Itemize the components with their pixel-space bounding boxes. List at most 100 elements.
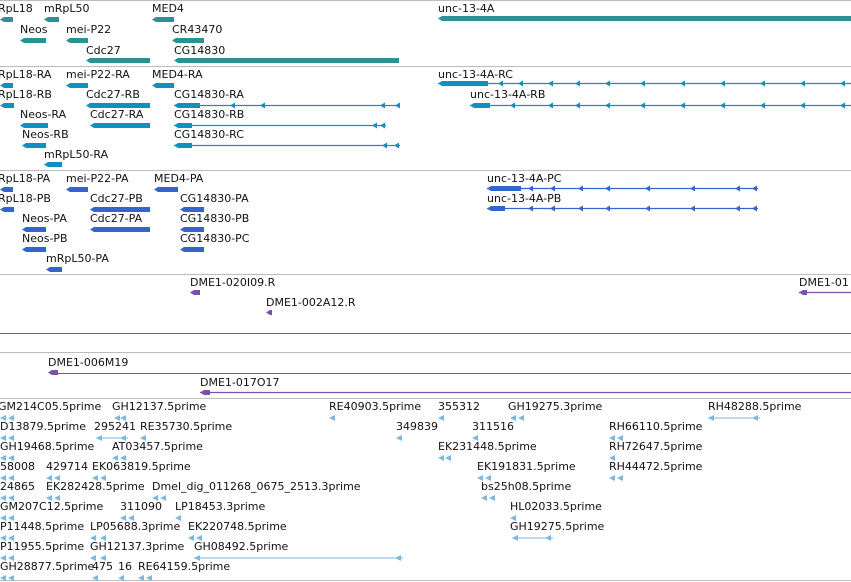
clone-feature[interactable]: [197, 388, 851, 397]
est-label[interactable]: GH28877.5prime: [0, 560, 95, 573]
gene-label[interactable]: CG14830: [174, 44, 226, 57]
transcript-label[interactable]: RpL18-RA: [0, 68, 52, 81]
protein-feature[interactable]: [63, 185, 91, 194]
gene-feature[interactable]: [435, 14, 851, 23]
est-label[interactable]: HL02033.5prime: [510, 500, 602, 513]
gene-feature[interactable]: [17, 36, 49, 45]
transcript-label[interactable]: MED4-RA: [152, 68, 203, 81]
est-feature[interactable]: [508, 514, 524, 522]
est-feature[interactable]: [436, 414, 452, 422]
transcript-feature[interactable]: [19, 141, 49, 150]
protein-label[interactable]: RpL18-PB: [0, 192, 51, 205]
est-label[interactable]: D13879.5prime: [0, 420, 87, 433]
est-label[interactable]: 429714: [46, 460, 88, 473]
protein-feature[interactable]: [19, 245, 49, 254]
protein-label[interactable]: Neos-PA: [22, 212, 67, 225]
est-feature[interactable]: [90, 574, 106, 582]
est-feature[interactable]: [192, 554, 409, 562]
est-label[interactable]: GH12137.3prime: [90, 540, 185, 553]
est-feature[interactable]: [0, 474, 22, 482]
transcript-label[interactable]: RpL18-RB: [0, 88, 52, 101]
est-label[interactable]: 16: [118, 560, 132, 573]
transcript-feature[interactable]: [0, 101, 17, 110]
est-feature[interactable]: [138, 434, 154, 442]
gene-feature[interactable]: [83, 56, 153, 65]
protein-label[interactable]: mRpL50-PA: [46, 252, 109, 265]
transcript-label[interactable]: unc-13-4A-RB: [470, 88, 546, 101]
transcript-feature[interactable]: [63, 81, 91, 90]
est-feature[interactable]: [44, 474, 68, 482]
protein-feature[interactable]: [177, 225, 207, 234]
est-feature[interactable]: [44, 494, 68, 502]
protein-label[interactable]: RpL18-PA: [0, 172, 51, 185]
est-feature[interactable]: [607, 434, 631, 442]
transcript-feature[interactable]: [467, 101, 851, 110]
protein-feature[interactable]: [43, 265, 65, 274]
est-feature[interactable]: [90, 474, 114, 482]
est-label[interactable]: 295241: [94, 420, 136, 433]
est-label[interactable]: RE40903.5prime: [329, 400, 422, 413]
est-label[interactable]: RH72647.5prime: [609, 440, 703, 453]
transcript-label[interactable]: Cdc27-RB: [86, 88, 140, 101]
transcript-feature[interactable]: [171, 121, 389, 130]
gene-feature[interactable]: [169, 36, 207, 45]
transcript-feature[interactable]: [0, 81, 16, 90]
est-feature[interactable]: [88, 534, 114, 542]
est-label[interactable]: GH08492.5prime: [194, 540, 289, 553]
est-feature[interactable]: [436, 454, 459, 462]
transcript-label[interactable]: mRpL50-RA: [44, 148, 109, 161]
gene-feature[interactable]: [41, 15, 62, 24]
protein-label[interactable]: Cdc27-PB: [90, 192, 143, 205]
gene-feature[interactable]: [63, 36, 91, 45]
protein-feature[interactable]: [484, 184, 761, 193]
protein-label[interactable]: mei-P22-PA: [66, 172, 129, 185]
protein-label[interactable]: unc-13-4A-PB: [487, 192, 562, 205]
est-label[interactable]: LP18453.3prime: [175, 500, 266, 513]
protein-feature[interactable]: [177, 205, 207, 214]
transcript-feature[interactable]: [17, 121, 51, 130]
est-label[interactable]: 311516: [472, 420, 514, 433]
est-label[interactable]: bs25h08.5prime: [481, 480, 572, 493]
est-feature[interactable]: [116, 574, 132, 582]
protein-feature[interactable]: [87, 205, 153, 214]
est-label[interactable]: RH44472.5prime: [609, 460, 703, 473]
est-label[interactable]: EK220748.5prime: [188, 520, 287, 533]
est-label[interactable]: 355312: [438, 400, 480, 413]
clone-label[interactable]: DME1-002A12.R: [266, 296, 356, 309]
protein-label[interactable]: CG14830-PB: [180, 212, 250, 225]
est-label[interactable]: 475: [92, 560, 113, 573]
transcript-label[interactable]: CG14830-RC: [174, 128, 244, 141]
protein-label[interactable]: Neos-PB: [22, 232, 68, 245]
transcript-feature[interactable]: [87, 121, 153, 130]
est-label[interactable]: RH48288.5prime: [708, 400, 802, 413]
transcript-label[interactable]: Neos-RA: [20, 108, 67, 121]
protein-feature[interactable]: [19, 225, 49, 234]
est-feature[interactable]: [0, 574, 22, 582]
gene-label[interactable]: unc-13-4A: [438, 2, 495, 15]
est-label[interactable]: EK063819.5prime: [92, 460, 191, 473]
est-feature[interactable]: [88, 554, 114, 562]
transcript-feature[interactable]: [83, 101, 153, 110]
est-feature[interactable]: [470, 434, 486, 442]
est-feature[interactable]: [150, 494, 174, 502]
protein-feature[interactable]: [177, 245, 207, 254]
protein-feature[interactable]: [151, 185, 181, 194]
est-feature[interactable]: [118, 514, 142, 522]
protein-label[interactable]: CG14830-PC: [180, 232, 250, 245]
transcript-feature[interactable]: [171, 141, 403, 150]
est-feature[interactable]: [173, 514, 189, 522]
protein-label[interactable]: unc-13-4A-PC: [487, 172, 562, 185]
transcript-feature[interactable]: [41, 160, 65, 169]
clone-feature[interactable]: [187, 288, 203, 297]
protein-feature[interactable]: [0, 205, 17, 214]
est-feature[interactable]: [136, 574, 160, 582]
est-label[interactable]: P11955.5prime: [0, 540, 85, 553]
clone-feature[interactable]: [263, 308, 275, 317]
est-label[interactable]: P11448.5prime: [0, 520, 85, 533]
gene-label[interactable]: CR43470: [172, 23, 223, 36]
est-label[interactable]: LP05688.3prime: [90, 520, 181, 533]
transcript-label[interactable]: unc-13-4A-RC: [438, 68, 513, 81]
est-label[interactable]: GH12137.5prime: [112, 400, 207, 413]
transcript-label[interactable]: mei-P22-RA: [66, 68, 130, 81]
est-label[interactable]: RE35730.5prime: [140, 420, 233, 433]
